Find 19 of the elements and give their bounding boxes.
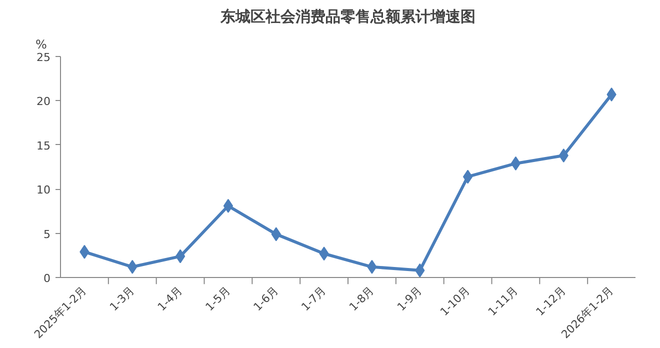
x-tick-label: 1-4月 [155,284,185,314]
point [462,170,473,184]
x-tick-label: 1-7月 [298,284,329,314]
y-tick-label: 20 [36,95,51,108]
x-tick-label: 1-3月 [107,284,137,314]
x-tick-label: 1-8月 [346,284,377,314]
y-tick-label: 5 [44,228,50,241]
point [175,249,186,264]
point [223,198,234,213]
x-tick-label: 1-6月 [251,284,281,314]
point [510,156,521,170]
x-tick-label: 1-9月 [394,284,424,314]
chart-title: 东城区社会消费品零售总额累计增速图 [220,8,476,26]
y-axis-title: % [36,38,47,52]
y-tick-label: 15 [36,139,51,152]
y-tick-label: 25 [36,51,51,64]
x-tick-label: 1-5月 [203,284,233,314]
y-tick-label: 0 [44,272,50,285]
y-tick-label: 10 [36,184,51,197]
